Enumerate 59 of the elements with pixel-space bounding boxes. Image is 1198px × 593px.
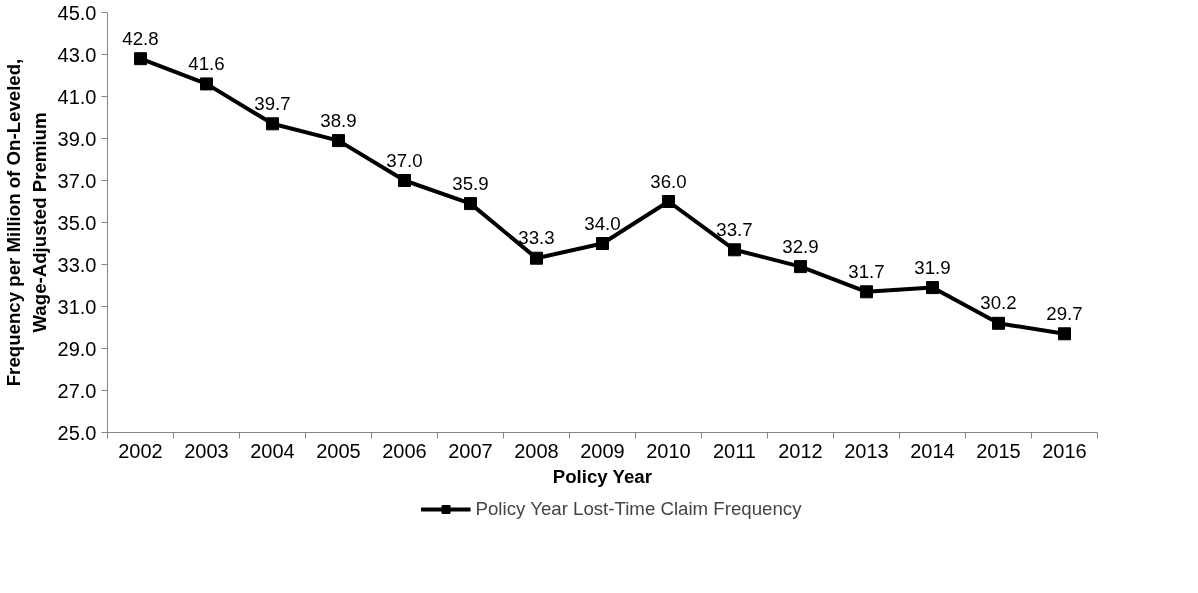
data-label: 30.2 <box>980 292 1017 314</box>
point <box>332 134 345 148</box>
point <box>200 77 213 91</box>
point <box>992 316 1005 330</box>
x-tick-label: 2016 <box>1042 439 1087 462</box>
point <box>464 197 477 211</box>
data-label: 33.3 <box>518 227 555 249</box>
point <box>266 117 279 131</box>
x-tick-label: 2012 <box>778 439 823 462</box>
data-label: 31.9 <box>914 256 951 278</box>
point <box>926 281 939 295</box>
x-tick-label: 2005 <box>316 439 361 462</box>
y-tick-label: 41.0 <box>57 85 97 108</box>
point <box>530 251 543 265</box>
data-label: 35.9 <box>452 172 489 194</box>
data-label: 31.7 <box>848 260 885 282</box>
y-tick-label: 45.0 <box>57 1 97 24</box>
x-tick-label: 2002 <box>118 439 163 462</box>
y-tick-label: 39.0 <box>57 127 97 150</box>
point <box>728 243 741 257</box>
x-tick-label: 2010 <box>646 439 691 462</box>
data-label: 39.7 <box>254 92 291 114</box>
point <box>794 260 807 274</box>
x-tick-label: 2014 <box>910 439 955 462</box>
y-tick-label: 35.0 <box>57 211 97 234</box>
point <box>134 52 147 66</box>
y-tick-label: 27.0 <box>57 379 97 402</box>
x-tick-label: 2015 <box>976 439 1021 462</box>
x-tick-label: 2009 <box>580 439 625 462</box>
y-axis-title: Frequency per Million of On-Leveled, Wage-Adjusted Premium <box>3 58 50 387</box>
x-tick-label: 2007 <box>448 439 493 462</box>
x-tick-label: 2008 <box>514 439 559 462</box>
x-tick-label: 2003 <box>184 439 229 462</box>
point <box>860 285 873 299</box>
y-tick-label: 29.0 <box>57 337 97 360</box>
point <box>596 237 609 250</box>
y-tick-label: 33.0 <box>57 253 97 276</box>
data-label: 41.6 <box>188 52 225 74</box>
data-label: 32.9 <box>782 235 819 257</box>
y-tick-label: 31.0 <box>57 295 97 318</box>
x-axis-title: Policy Year <box>552 465 652 487</box>
y-tick-label: 43.0 <box>57 43 97 66</box>
legend-label: Policy Year Lost-Time Claim Frequency <box>475 498 802 520</box>
data-label: 36.0 <box>650 170 687 192</box>
point <box>398 174 411 187</box>
data-label: 37.0 <box>386 149 423 171</box>
data-label: 33.7 <box>716 218 753 240</box>
data-label: 34.0 <box>584 212 621 234</box>
data-label: 42.8 <box>122 27 159 49</box>
x-tick-label: 2013 <box>844 439 889 462</box>
point <box>1058 327 1071 341</box>
point <box>662 195 675 208</box>
data-label: 38.9 <box>320 109 357 131</box>
x-tick-label: 2004 <box>250 439 295 462</box>
x-tick-label: 2006 <box>382 439 427 462</box>
y-tick-label: 37.0 <box>57 169 97 192</box>
data-label: 29.7 <box>1046 302 1083 324</box>
x-tick-label: 2011 <box>713 439 757 462</box>
y-tick-label: 25.0 <box>57 421 97 444</box>
